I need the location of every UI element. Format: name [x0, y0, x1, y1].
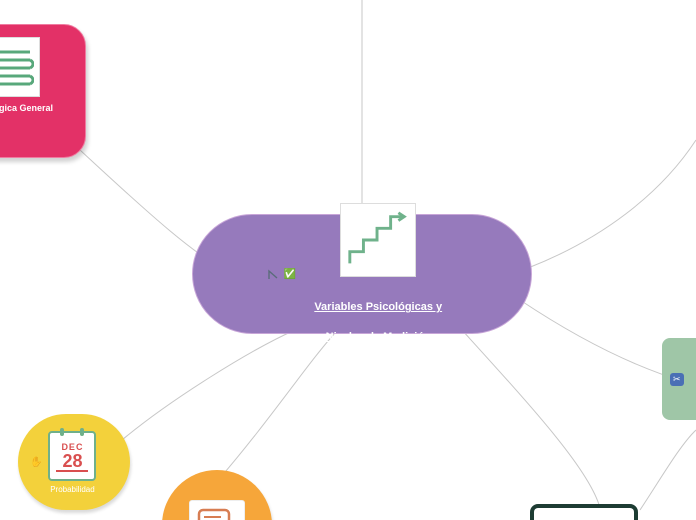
yellow-content: DEC 28 Probabilidad	[48, 431, 96, 494]
topic-orange-node[interactable]	[162, 470, 272, 520]
center-node[interactable]: ✅ Variables Psicológicas y Niveles de Me…	[192, 214, 532, 334]
chat-icon	[189, 500, 245, 520]
hand-icon: ✋	[30, 457, 42, 468]
mindmap-canvas: ✅ Variables Psicológicas y Niveles de Me…	[0, 0, 696, 520]
arrow-icon	[268, 268, 280, 280]
topic-dark-tile[interactable]	[530, 504, 638, 520]
steps-icon	[340, 203, 416, 277]
scissors-icon: ✂	[670, 373, 684, 386]
topic-yellow-node[interactable]: ✋ DEC 28 Probabilidad	[18, 414, 130, 510]
check-icon: ✅	[284, 269, 296, 280]
center-badges: ✅	[268, 268, 296, 280]
books-icon	[0, 37, 40, 97]
center-label: Variables Psicológicas y Niveles de Medi…	[314, 285, 442, 344]
center-content: Variables Psicológicas y Niveles de Medi…	[314, 203, 442, 344]
pink-label: sicológica General	[0, 103, 53, 113]
calendar-icon: DEC 28	[48, 431, 96, 481]
topic-pink-node[interactable]: sicológica General	[0, 24, 86, 158]
yellow-label: Probabilidad	[50, 485, 94, 494]
topic-right-tile[interactable]: ✂	[662, 338, 696, 420]
